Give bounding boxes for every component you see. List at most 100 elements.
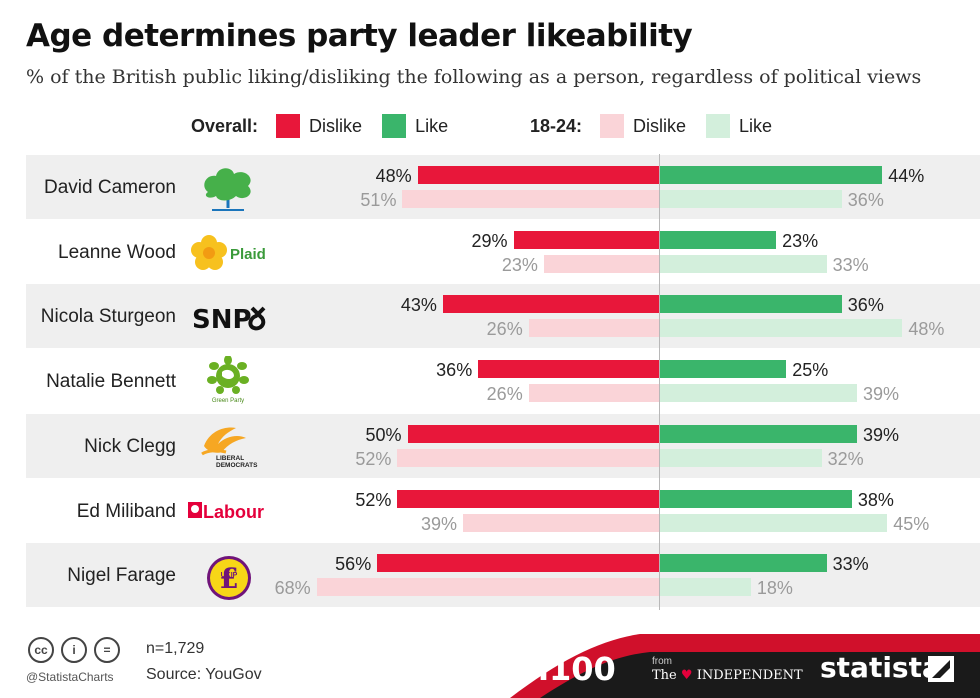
bar-young-dislike-natalie-bennett: [528, 384, 660, 403]
label-overall-like-david-cameron: 44%: [888, 166, 925, 186]
label-young-dislike-david-cameron: 51%: [360, 190, 397, 210]
statista-handle: @StatistaCharts: [26, 670, 114, 684]
label-young-like-ed-miliband: 45%: [893, 513, 930, 534]
legend-young-dislike-text: Dislike: [633, 115, 687, 136]
bar-overall-dislike-nicola-sturgeon: [442, 295, 660, 314]
label-overall-like-nigel-farage: 33%: [832, 554, 869, 575]
label-overall-like-ed-miliband: 38%: [857, 489, 894, 510]
legend-overall-like-swatch: [382, 114, 407, 138]
green-party-logo-text: Green Party: [212, 398, 244, 404]
source-text: Source: YouGov: [146, 666, 262, 683]
plaid-daffodil-icon: Plaid: [190, 233, 270, 278]
snp-logo-text: SNP: [192, 305, 252, 335]
leader-name-ed-miliband: Ed Miliband: [76, 500, 176, 522]
legend-young-like-swatch: [706, 114, 731, 138]
legend-overall-like-text: Like: [415, 115, 449, 136]
legend-young-dislike-swatch: [600, 114, 625, 138]
bar-young-like-david-cameron: [660, 190, 842, 208]
legend-overall-dislike-swatch: [276, 114, 301, 138]
bar-overall-dislike-nick-clegg: [407, 424, 660, 443]
bar-young-dislike-leanne-wood: [543, 254, 660, 273]
label-overall-like-nicola-sturgeon: 36%: [847, 295, 884, 316]
bar-young-dislike-nick-clegg: [397, 448, 660, 467]
legend-young-label: 18-24:: [530, 115, 583, 136]
bar-overall-dislike-leanne-wood: [513, 230, 660, 249]
leader-name-nigel-farage: Nigel Farage: [67, 565, 176, 587]
leader-name-nick-clegg: Nick Clegg: [84, 435, 176, 457]
label-young-dislike-leanne-wood: 23%: [501, 254, 538, 275]
bar-overall-like-leanne-wood: [660, 230, 777, 249]
svg-text:£: £: [219, 562, 238, 595]
legend-overall-dislike-text: Dislike: [309, 115, 363, 136]
bar-young-like-nicola-sturgeon: [660, 319, 903, 338]
cc-license-icon: cc: [28, 637, 54, 663]
libdem-bird-icon: LIBERAL DEMOCRATS: [196, 420, 266, 475]
label-young-like-leanne-wood: 33%: [832, 254, 869, 275]
snp-logo-icon: SNP: [190, 300, 270, 341]
bar-young-like-leanne-wood: [660, 254, 827, 273]
label-young-like-nicola-sturgeon: 48%: [908, 319, 945, 340]
label-overall-like-nick-clegg: 39%: [862, 424, 899, 445]
labour-logo-text: Labour: [203, 502, 264, 522]
label-overall-like-leanne-wood: 23%: [782, 230, 819, 251]
legend-young: 18-24: Dislike Like: [530, 113, 772, 139]
bar-young-like-ed-miliband: [660, 513, 888, 532]
statista-mark-icon: [928, 656, 954, 682]
bar-overall-like-ed-miliband: [660, 489, 852, 508]
conservative-tree-icon: [198, 164, 260, 217]
bar-young-like-nick-clegg: [660, 448, 822, 467]
cc-attribution-icon: i: [61, 637, 87, 663]
label-overall-dislike-nick-clegg: 50%: [365, 424, 402, 445]
bar-overall-dislike-nigel-farage: [377, 554, 660, 573]
bar-young-like-natalie-bennett: [660, 384, 857, 403]
label-young-dislike-natalie-bennett: 26%: [486, 384, 523, 405]
independent-the: The: [652, 668, 677, 683]
bar-young-dislike-nigel-farage: [316, 578, 660, 597]
row-nick-clegg: [26, 413, 980, 478]
label-overall-dislike-natalie-bennett: 36%: [436, 360, 473, 381]
label-young-dislike-nicola-sturgeon: 26%: [486, 319, 523, 340]
leader-name-david-cameron: David Cameron: [44, 177, 176, 198]
bar-overall-like-natalie-bennett: [660, 360, 787, 379]
label-overall-like-natalie-bennett: 25%: [792, 360, 829, 381]
legend-overall: Overall: Dislike Like: [191, 113, 448, 139]
ukip-pound-icon: £ UKIP: [204, 553, 254, 608]
label-young-like-nick-clegg: 32%: [827, 448, 864, 469]
svg-text:LIBERAL: LIBERAL: [216, 455, 244, 462]
cc-noderivs-icon: =: [94, 637, 120, 663]
label-young-like-nigel-farage: 18%: [756, 578, 793, 599]
leader-name-natalie-bennett: Natalie Bennett: [46, 371, 176, 393]
svg-text:DEMOCRATS: DEMOCRATS: [216, 462, 258, 469]
bar-overall-dislike-ed-miliband: [397, 489, 660, 508]
bar-overall-like-nick-clegg: [660, 424, 857, 443]
bar-overall-like-nigel-farage: [660, 554, 827, 573]
bar-overall-dislike-natalie-bennett: [478, 360, 660, 379]
label-overall-dislike-leanne-wood: 29%: [471, 230, 508, 251]
independent-heart-icon: ♥: [680, 668, 693, 683]
sample-size: n=1,729: [146, 640, 205, 657]
leader-name-leanne-wood: Leanne Wood: [58, 241, 176, 263]
bar-overall-like-david-cameron: [660, 166, 883, 184]
bar-young-like-nigel-farage: [660, 578, 751, 597]
bar-young-dislike-david-cameron: [402, 190, 660, 208]
bar-overall-dislike-david-cameron: [417, 166, 660, 184]
label-overall-dislike-nicola-sturgeon: 43%: [400, 295, 437, 316]
bar-young-dislike-ed-miliband: [463, 513, 660, 532]
legend-young-like-text: Like: [739, 115, 773, 136]
leader-name-nicola-sturgeon: Nicola Sturgeon: [40, 306, 176, 328]
statista-logo: statista: [820, 651, 941, 684]
green-party-icon: Green Party: [200, 355, 256, 409]
label-young-dislike-nick-clegg: 52%: [355, 448, 392, 469]
ukip-logo-text: UKIP: [221, 572, 238, 579]
chart-title: Age determines party leader likeability: [26, 18, 693, 54]
chart-subtitle: % of the British public liking/disliking…: [26, 66, 922, 88]
label-young-like-natalie-bennett: 39%: [862, 384, 899, 405]
label-young-like-david-cameron: 36%: [847, 190, 884, 210]
center-axis-line: [659, 154, 660, 610]
row-david-cameron: [26, 155, 980, 219]
row-nigel-farage: [26, 543, 980, 608]
bar-young-dislike-nicola-sturgeon: [528, 319, 660, 338]
label-young-dislike-ed-miliband: 39%: [421, 513, 458, 534]
label-young-dislike-nigel-farage: 68%: [274, 578, 311, 599]
